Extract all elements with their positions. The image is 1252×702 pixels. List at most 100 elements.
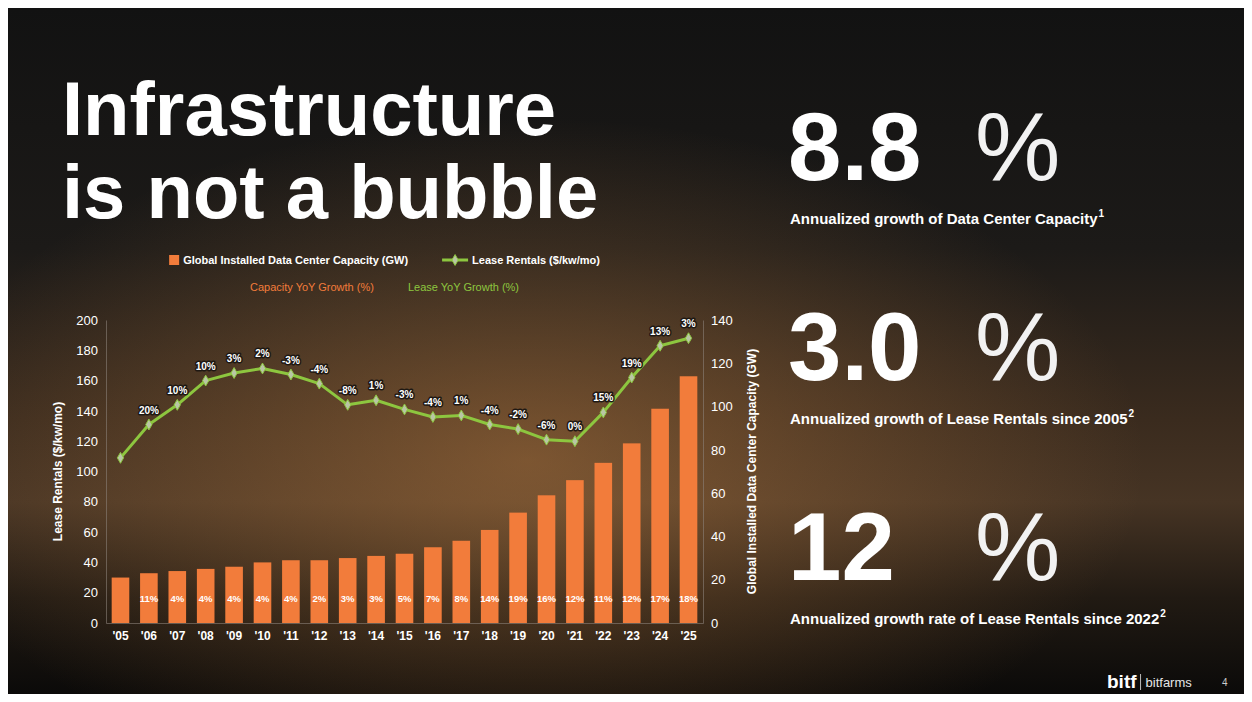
x-axis-tick: '20 — [538, 623, 555, 643]
x-axis-tick-label: '19 — [510, 629, 527, 643]
y-axis-tick: 180 — [76, 343, 106, 358]
line-growth-label: -4% — [481, 405, 499, 416]
y-axis-tick: 60 — [84, 525, 106, 540]
legend-label: Global Installed Data Center Capacity (G… — [183, 254, 408, 266]
line — [120, 338, 688, 458]
x-axis-tick: '25 — [680, 623, 697, 643]
line-growth-label: -3% — [396, 389, 414, 400]
bar-growth-label: 11% — [140, 593, 159, 604]
x-axis-tick-label: '06 — [141, 629, 158, 643]
line-growth-label: 15% — [593, 392, 613, 403]
slide-title: Infrastructureis not a bubble — [62, 66, 598, 234]
y-axis-line — [106, 321, 107, 624]
x-axis-tick: '06 — [141, 623, 158, 643]
bar — [509, 513, 527, 623]
y-axis-tick: 140 — [76, 404, 106, 419]
x-axis-tick-label: '25 — [680, 629, 697, 643]
bar-growth-label: 4% — [256, 593, 270, 604]
bar — [680, 376, 698, 623]
x-axis-tick: '07 — [169, 623, 186, 643]
marker — [600, 407, 606, 418]
y2-axis-line — [703, 321, 704, 624]
x-axis-tick-label: '05 — [112, 629, 129, 643]
x-axis-tick: '17 — [453, 623, 470, 643]
line-growth-label: 20% — [139, 405, 159, 416]
y-axis-title: Lease Rentals ($/kw/mo) — [51, 402, 65, 541]
x-axis-tick-label: '08 — [198, 629, 215, 643]
bar — [651, 409, 669, 623]
bar — [595, 463, 613, 623]
marker — [487, 419, 493, 430]
legend-marker — [452, 255, 458, 266]
legend-label: Capacity YoY Growth (%) — [250, 281, 374, 293]
y-axis-tick: 100 — [76, 464, 106, 479]
x-axis-tick: '22 — [595, 623, 612, 643]
bar-growth-label: 7% — [426, 593, 440, 604]
line-growth-label: 2% — [255, 348, 270, 359]
stat-footnote: 2 — [1129, 408, 1135, 419]
bar-growth-label: 3% — [341, 593, 355, 604]
x-axis-tick: '05 — [112, 623, 129, 643]
x-axis-tick: '24 — [652, 623, 669, 643]
y-axis-tick-label: 80 — [84, 494, 98, 509]
bar — [140, 573, 158, 623]
y-axis-tick: 40 — [84, 555, 106, 570]
bar-growth-label: 4% — [170, 593, 184, 604]
bar-growth-label: 11% — [594, 593, 613, 604]
line-growth-label: 19% — [622, 358, 642, 369]
bar — [282, 560, 300, 623]
stat: 12%Annualized growth rate of Lease Renta… — [788, 493, 1166, 627]
line-growth-label: 1% — [369, 380, 384, 391]
marker — [117, 452, 123, 463]
y2-axis-tick: 40 — [703, 529, 725, 544]
y2-axis-title: Global Installed Data Center Capacity (G… — [745, 349, 759, 594]
x-axis-tick: '18 — [482, 623, 499, 643]
x-axis-tick-label: '14 — [368, 629, 385, 643]
y2-axis-tick: 20 — [703, 572, 725, 587]
y2-axis-tick: 80 — [703, 443, 725, 458]
x-axis-tick-label: '17 — [453, 629, 470, 643]
marker — [174, 399, 180, 410]
legend-item: Lease YoY Growth (%) — [408, 281, 519, 293]
bar-growth-label: 5% — [398, 593, 412, 604]
y-axis-tick-label: 180 — [76, 343, 98, 358]
bar-growth-label: 3% — [369, 593, 383, 604]
marker — [629, 372, 635, 383]
x-axis-tick: '10 — [254, 623, 271, 643]
x-axis-tick-label: '24 — [652, 629, 669, 643]
x-axis-tick: '19 — [510, 623, 527, 643]
bar-growth-label: 8% — [454, 593, 468, 604]
y2-axis-tick: 60 — [703, 486, 725, 501]
bar-growth-label: 19% — [509, 593, 529, 604]
bar-growth-label: 2% — [312, 593, 326, 604]
bar — [481, 530, 499, 623]
slide: Infrastructureis not a bubble02040608010… — [0, 0, 1252, 702]
marker — [231, 368, 237, 379]
marker — [288, 369, 294, 380]
stat-unit: % — [975, 93, 1060, 200]
legend: Global Installed Data Center Capacity (G… — [169, 254, 600, 293]
marker — [515, 424, 521, 435]
line-growth-label: 3% — [681, 318, 696, 329]
slide-title-line: is not a bubble — [62, 149, 598, 234]
x-axis-tick-label: '15 — [396, 629, 413, 643]
slide-title-line: Infrastructure — [62, 66, 556, 151]
y2-axis-tick-label: 20 — [711, 572, 725, 587]
line-growth-label: 0% — [568, 421, 583, 432]
bar — [452, 541, 470, 623]
bar — [168, 571, 186, 623]
stat-number: 3.0 — [788, 293, 921, 400]
y2-axis-tick-label: 140 — [711, 313, 733, 328]
marker — [345, 399, 351, 410]
y-axis-tick: 20 — [84, 585, 106, 600]
bar — [396, 554, 414, 623]
marker — [543, 434, 549, 445]
bar-growth-label: 16% — [537, 593, 557, 604]
legend-swatch — [169, 255, 179, 265]
x-axis-tick-label: '23 — [624, 629, 641, 643]
y2-axis-tick: 100 — [703, 399, 733, 414]
line-growth-label: 10% — [167, 385, 187, 396]
footer-logo: bitf — [1107, 671, 1137, 692]
x-axis-line — [107, 623, 704, 624]
bar — [367, 556, 385, 623]
